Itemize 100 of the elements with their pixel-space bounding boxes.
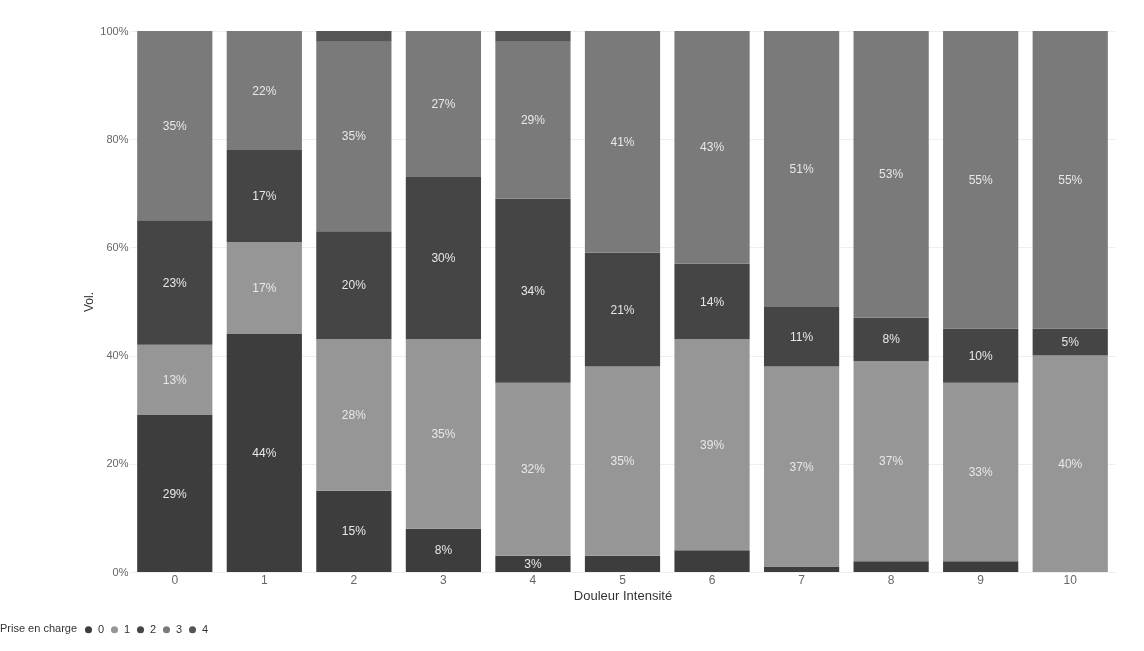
data-label: 35%	[341, 129, 367, 144]
data-label: 8%	[882, 332, 901, 347]
bar	[853, 317, 929, 362]
data-label: 10%	[968, 348, 994, 363]
data-label: 8%	[434, 543, 453, 558]
bar	[405, 339, 482, 529]
bar	[1032, 328, 1108, 356]
x-tick-label: 10	[1063, 572, 1078, 587]
bar	[316, 339, 392, 491]
data-label: 11%	[790, 329, 814, 344]
x-tick-label: 3	[440, 572, 448, 587]
legend-label: 4	[202, 622, 209, 635]
data-label: 35%	[610, 454, 635, 469]
data-label: 55%	[968, 172, 994, 187]
data-label: 23%	[162, 275, 188, 290]
bar	[495, 555, 571, 572]
data-label: 34%	[520, 283, 546, 298]
legend-label: 0	[98, 622, 105, 635]
data-label: 35%	[162, 118, 188, 133]
data-label: 28%	[341, 408, 367, 423]
data-label: 29%	[162, 486, 188, 501]
x-tick-label: 7	[798, 572, 806, 587]
x-tick-label: 2	[350, 572, 358, 587]
legend-label: 1	[124, 622, 131, 635]
bar	[853, 31, 929, 318]
y-tick-label: 0%	[112, 565, 129, 578]
bar	[763, 306, 840, 367]
bar	[137, 344, 213, 416]
data-label: 35%	[431, 427, 456, 442]
y-tick-label: 100%	[100, 24, 129, 37]
bar	[137, 415, 213, 572]
bar	[226, 150, 302, 242]
legend-label: 3	[176, 622, 183, 635]
data-label: 17%	[252, 189, 277, 204]
bar	[137, 220, 213, 345]
data-label: 22%	[252, 83, 277, 98]
bar	[226, 241, 302, 334]
data-label: 3%	[524, 556, 542, 571]
bar	[495, 31, 571, 42]
bar	[316, 231, 392, 340]
bar	[763, 366, 840, 567]
bar	[316, 31, 392, 42]
bar	[1032, 31, 1108, 329]
data-label: 33%	[968, 464, 994, 479]
y-tick-label: 20%	[106, 457, 129, 470]
bar	[763, 31, 840, 307]
data-label: 29%	[520, 113, 546, 128]
data-label: 41%	[610, 134, 635, 149]
bar	[943, 328, 1019, 383]
bar	[1032, 355, 1108, 572]
data-label: 20%	[341, 278, 367, 293]
bar	[316, 490, 392, 572]
data-label: 43%	[700, 140, 725, 155]
x-tick-label: 0	[171, 572, 179, 587]
x-tick-label: 5	[619, 572, 627, 587]
data-label: 14%	[700, 294, 725, 309]
data-label: 32%	[520, 462, 546, 477]
data-label: 5%	[1061, 335, 1080, 350]
data-label: 51%	[789, 161, 814, 176]
data-label: 39%	[700, 437, 725, 452]
bar	[763, 566, 840, 572]
y-tick-label: 80%	[106, 132, 129, 145]
bar	[853, 561, 929, 572]
bar	[495, 41, 571, 199]
bar	[405, 528, 482, 572]
bar	[943, 382, 1019, 562]
x-axis-title: Douleur Intensité	[573, 587, 673, 603]
legend-title: Prise en charge	[0, 622, 78, 634]
data-label: 17%	[252, 280, 277, 295]
data-label: 44%	[252, 445, 277, 460]
bar	[674, 31, 750, 264]
y-tick-label: 40%	[106, 349, 129, 362]
bar	[584, 366, 661, 556]
data-label: 55%	[1058, 172, 1083, 187]
data-label: 13%	[162, 372, 188, 387]
y-tick-label: 60%	[106, 240, 129, 253]
bar	[495, 198, 571, 383]
x-tick-label: 1	[260, 572, 268, 587]
data-label: 27%	[431, 97, 456, 112]
bar	[226, 31, 302, 151]
bar	[316, 41, 392, 232]
data-label: 30%	[431, 251, 456, 266]
bar	[495, 382, 571, 556]
bar	[943, 31, 1019, 329]
data-label: 53%	[879, 167, 904, 182]
bar	[584, 31, 661, 253]
bar	[853, 361, 929, 562]
bar	[674, 263, 750, 340]
bar	[405, 31, 482, 178]
x-tick-label: 8	[887, 572, 895, 587]
data-label: 37%	[789, 459, 814, 474]
x-tick-label: 9	[977, 572, 985, 587]
data-label: 21%	[610, 302, 635, 317]
data-label: 15%	[341, 524, 367, 539]
bar	[674, 550, 750, 572]
bar	[943, 561, 1019, 572]
bar	[405, 177, 482, 340]
bar	[674, 339, 750, 551]
bar	[137, 31, 213, 221]
legend-label: 2	[150, 622, 157, 635]
